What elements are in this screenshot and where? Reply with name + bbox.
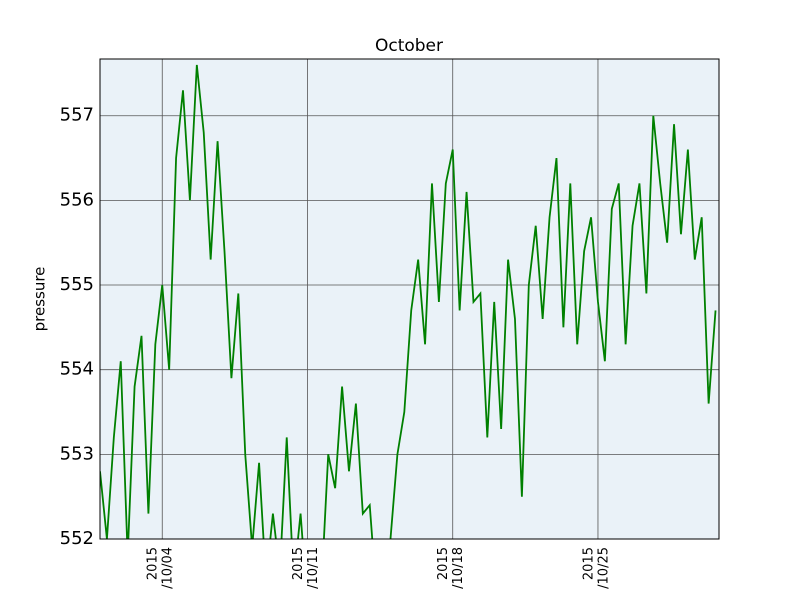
plot-frame <box>99 58 720 540</box>
data-line <box>100 64 717 539</box>
x-tick-label: 2015/10/18 <box>436 547 466 589</box>
x-tick-label: 2015/10/04 <box>145 547 175 589</box>
y-tick-label: 555 <box>60 274 94 295</box>
y-axis-label: pressure <box>31 267 49 332</box>
x-tick-label: 2015/10/11 <box>290 547 320 589</box>
chart-title: October <box>375 36 443 56</box>
y-tick-label: 556 <box>60 189 94 210</box>
x-tick-label: 2015/10/25 <box>581 547 611 589</box>
y-tick-label: 553 <box>60 443 94 464</box>
y-tick-label: 557 <box>60 105 94 126</box>
y-tick-label: 552 <box>60 528 94 549</box>
y-tick-label: 554 <box>60 359 94 380</box>
plot-background <box>100 59 719 539</box>
